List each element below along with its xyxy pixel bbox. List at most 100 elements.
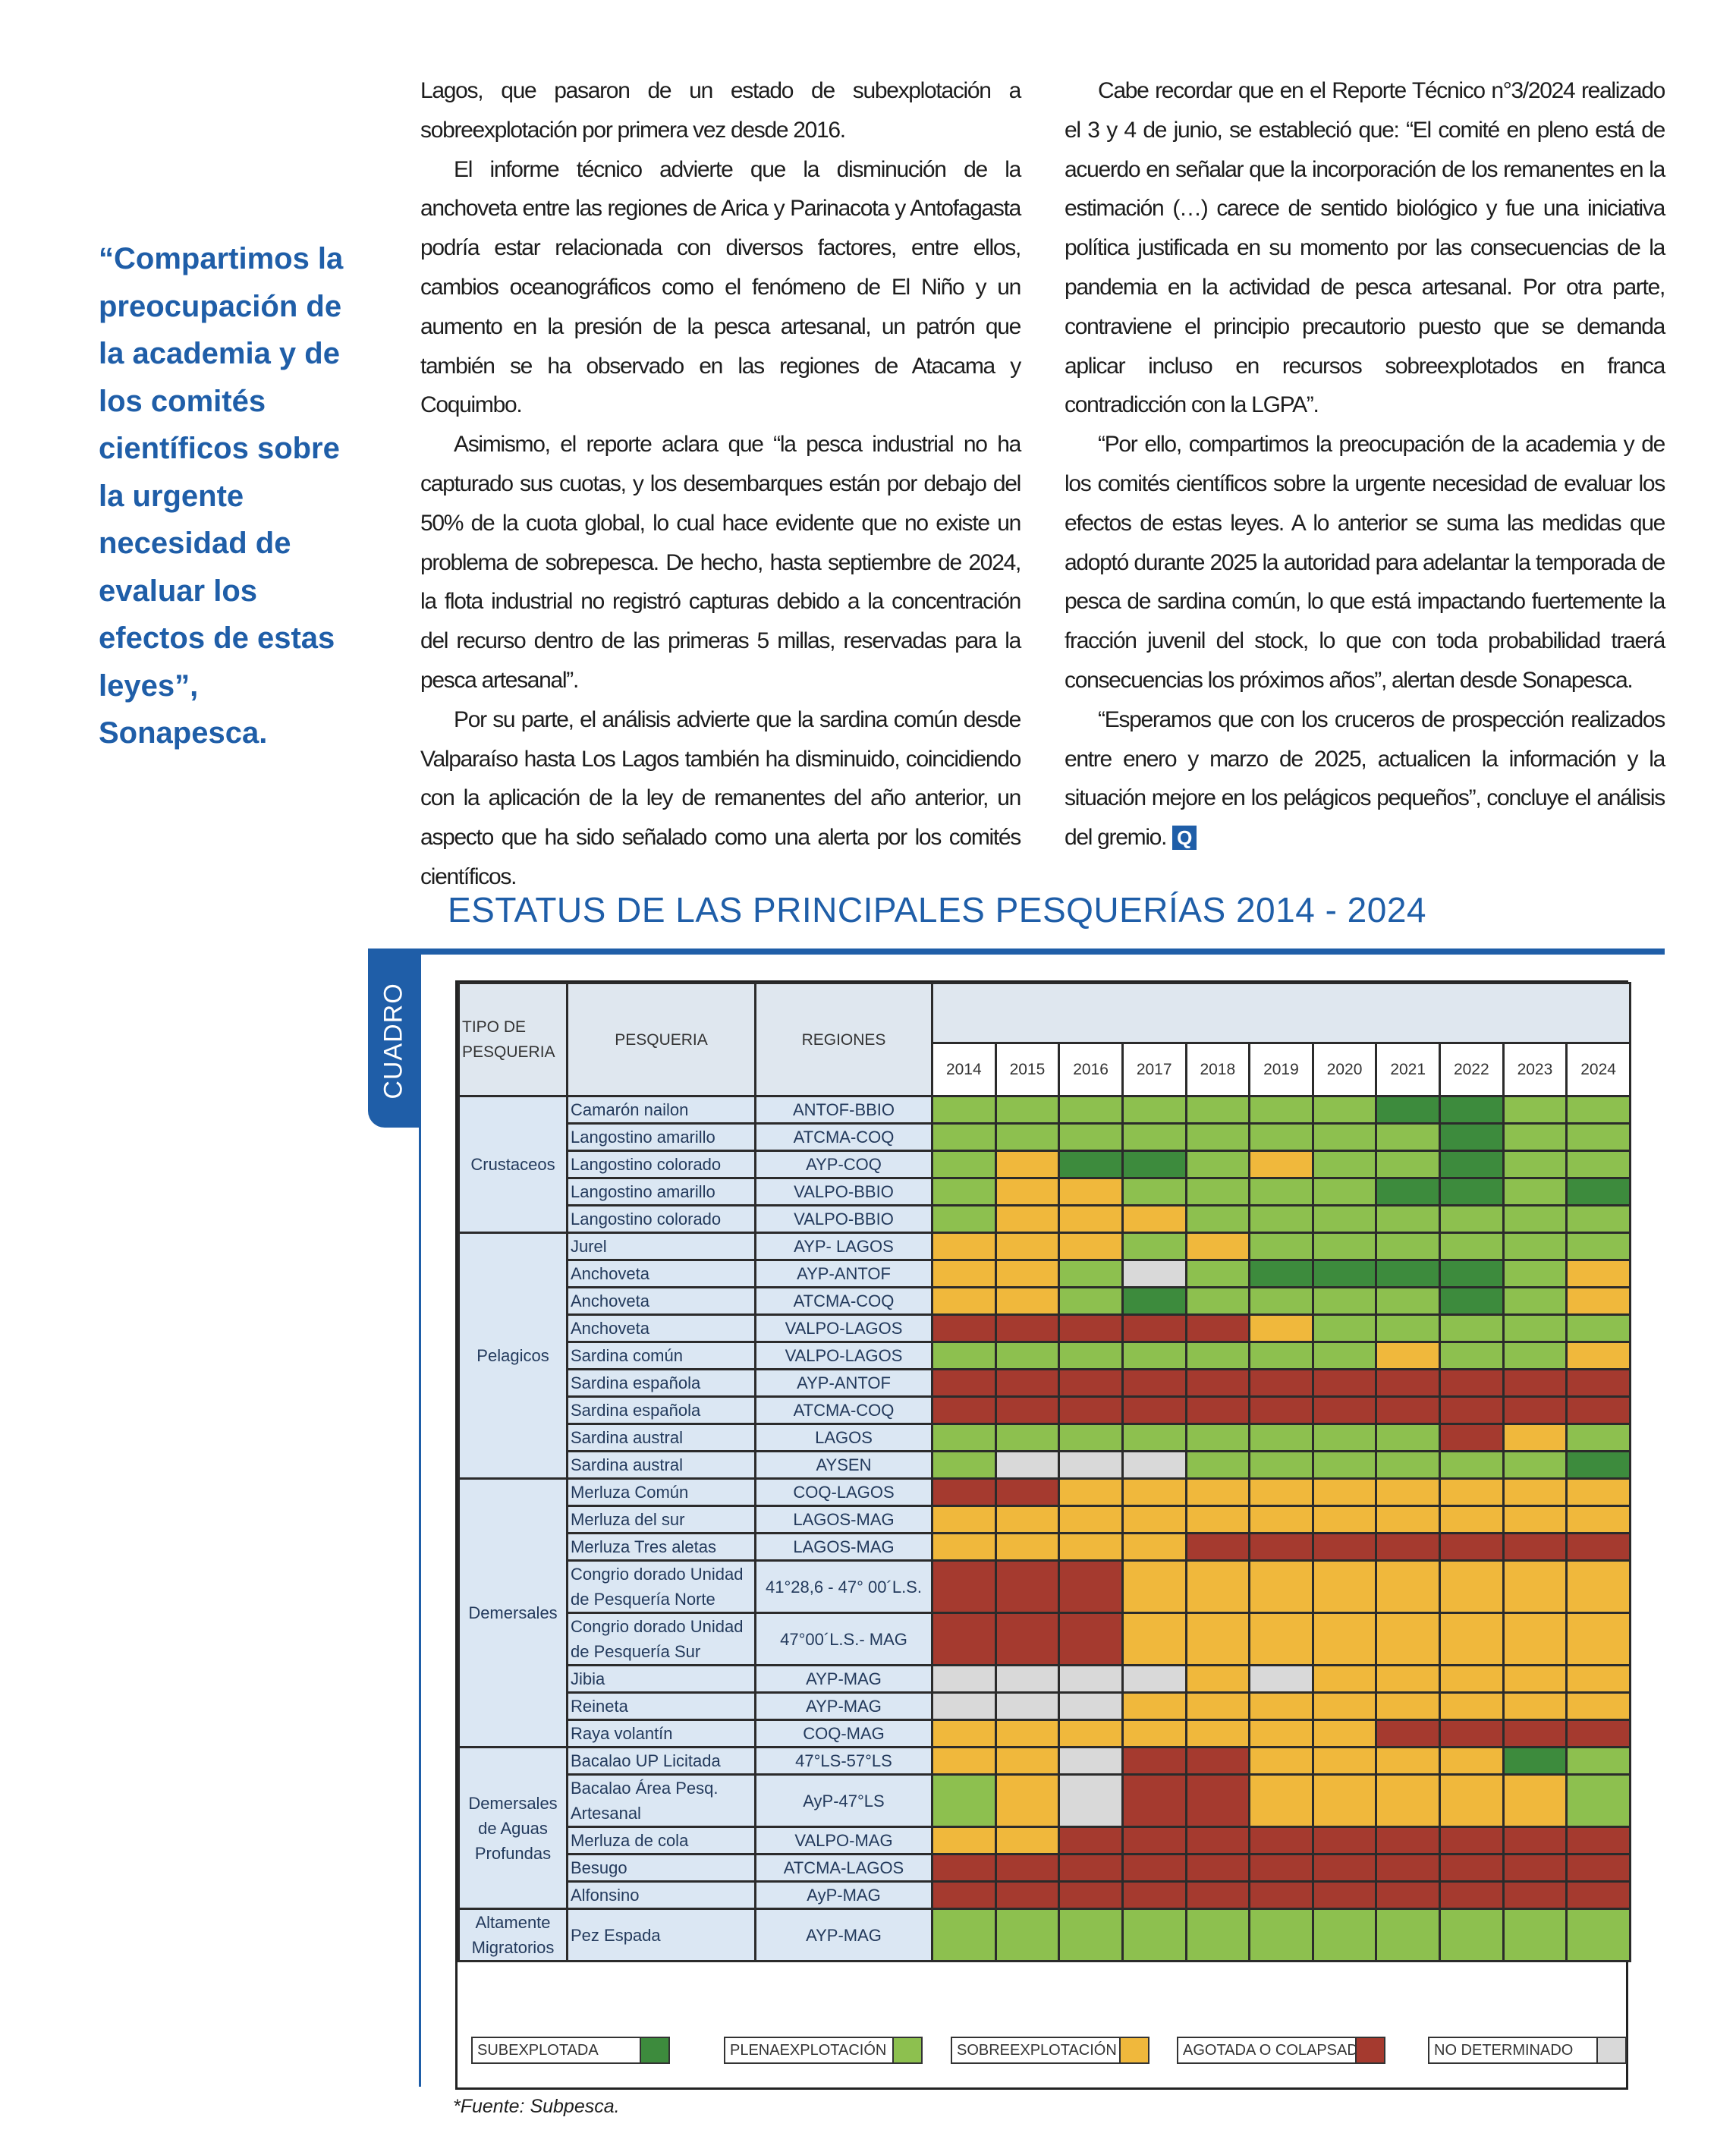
status-cell bbox=[1375, 1150, 1441, 1179]
status-cell bbox=[1311, 1532, 1378, 1562]
legend-item: AGOTADA O COLAPSADA bbox=[1177, 2037, 1385, 2064]
status-cell bbox=[1502, 1908, 1568, 1962]
header-blank bbox=[931, 982, 1631, 1044]
status-cell bbox=[1439, 1423, 1505, 1452]
status-cell bbox=[1502, 1880, 1568, 1910]
status-cell bbox=[1502, 1532, 1568, 1562]
fishery-name: Sardina española bbox=[566, 1368, 756, 1398]
status-cell bbox=[1121, 1612, 1187, 1666]
status-cell bbox=[1121, 1880, 1187, 1910]
status-cell bbox=[931, 1477, 997, 1507]
status-cell bbox=[1248, 1341, 1314, 1370]
status-cell bbox=[1311, 1908, 1378, 1962]
status-cell bbox=[1311, 1368, 1378, 1398]
status-cell bbox=[1375, 1719, 1441, 1748]
status-cell bbox=[1565, 1204, 1631, 1234]
status-cell bbox=[1565, 1423, 1631, 1452]
region: VALPO-MAG bbox=[754, 1826, 933, 1855]
fishery-row: Bacalao Área Pesq. Artesanal AyP-47°LS bbox=[459, 1773, 1631, 1828]
status-cell bbox=[1502, 1559, 1568, 1614]
status-cell bbox=[1375, 1773, 1441, 1828]
status-cell bbox=[931, 1150, 997, 1179]
status-cell bbox=[1121, 1122, 1187, 1152]
status-cell bbox=[1184, 1177, 1251, 1206]
legend-swatch bbox=[640, 2038, 668, 2062]
status-cell bbox=[1121, 1532, 1187, 1562]
paragraph: Por su parte, el análisis advierte que l… bbox=[420, 706, 1021, 889]
status-cell bbox=[931, 1204, 997, 1234]
status-cell bbox=[1248, 1286, 1314, 1316]
status-cell bbox=[1184, 1559, 1251, 1614]
status-cell bbox=[1375, 1664, 1441, 1694]
status-cell bbox=[1184, 1826, 1251, 1855]
status-cell bbox=[1058, 1746, 1124, 1776]
status-cell bbox=[1058, 1368, 1124, 1398]
fishery-row: Anchoveta AYP-ANTOF bbox=[459, 1259, 1631, 1288]
status-cell bbox=[1311, 1313, 1378, 1343]
status-cell bbox=[994, 1691, 1061, 1721]
legend-swatch bbox=[1119, 2038, 1148, 2062]
status-cell bbox=[1375, 1313, 1441, 1343]
region: ATCMA-COQ bbox=[754, 1122, 933, 1152]
status-cell bbox=[994, 1313, 1061, 1343]
region: AYP-MAG bbox=[754, 1908, 933, 1962]
legend-item: SOBREEXPLOTACIÓN bbox=[951, 2037, 1149, 2064]
region: AyP-47°LS bbox=[754, 1773, 933, 1828]
status-cell bbox=[1121, 1177, 1187, 1206]
fishery-name: Raya volantín bbox=[566, 1719, 756, 1748]
fishery-row: Altamente Migratorios Pez Espada AYP-MAG bbox=[458, 1908, 1631, 1962]
figure-tab: CUADRO bbox=[368, 955, 420, 1128]
status-cell bbox=[1058, 1664, 1124, 1694]
status-cell bbox=[1058, 1853, 1124, 1883]
status-cell bbox=[994, 1395, 1061, 1425]
status-cell bbox=[1058, 1908, 1124, 1962]
status-cell bbox=[1375, 1204, 1441, 1234]
status-cell bbox=[994, 1095, 1061, 1125]
paragraph: Cabe recordar que en el Reporte Técnico … bbox=[1065, 78, 1665, 418]
status-cell bbox=[1439, 1773, 1505, 1828]
status-cell bbox=[1439, 1826, 1505, 1855]
region: AYP- LAGOS bbox=[754, 1232, 933, 1261]
status-cell bbox=[1439, 1095, 1505, 1125]
fishery-name: Congrio dorado Unidad de Pesquería Sur bbox=[566, 1612, 756, 1666]
status-cell bbox=[1121, 1259, 1187, 1288]
year-header: 2015 bbox=[994, 1041, 1061, 1098]
status-cell bbox=[1439, 1746, 1505, 1776]
fishery-name: Camarón nailon bbox=[566, 1095, 756, 1125]
status-cell bbox=[1058, 1122, 1124, 1152]
status-cell bbox=[1184, 1395, 1251, 1425]
fishery-row: Sardina austral LAGOS bbox=[459, 1423, 1631, 1452]
status-cell bbox=[1184, 1880, 1251, 1910]
status-cell bbox=[1439, 1505, 1505, 1534]
fishery-name: Anchoveta bbox=[566, 1286, 756, 1316]
region: AYP-COQ bbox=[754, 1150, 933, 1179]
status-cell bbox=[1375, 1450, 1441, 1480]
fishery-name: Merluza Tres aletas bbox=[566, 1532, 756, 1562]
header-regions: REGIONES bbox=[754, 982, 933, 1097]
status-cell bbox=[1248, 1532, 1314, 1562]
end-mark: Q bbox=[1172, 826, 1197, 851]
status-cell bbox=[1248, 1368, 1314, 1398]
status-cell bbox=[1121, 1395, 1187, 1425]
tab-label: CUADRO bbox=[379, 983, 408, 1100]
status-cell bbox=[994, 1826, 1061, 1855]
fishery-name: Besugo bbox=[566, 1853, 756, 1883]
status-cell bbox=[1311, 1719, 1378, 1748]
status-cell bbox=[1375, 1532, 1441, 1562]
status-cell bbox=[1248, 1259, 1314, 1288]
fishery-name: Anchoveta bbox=[566, 1259, 756, 1288]
fishery-row: Anchoveta VALPO-LAGOS bbox=[459, 1313, 1631, 1343]
status-cell bbox=[994, 1450, 1061, 1480]
status-cell bbox=[1565, 1122, 1631, 1152]
region: VALPO-BBIO bbox=[754, 1177, 933, 1206]
status-cell bbox=[994, 1664, 1061, 1694]
status-cell bbox=[1248, 1612, 1314, 1666]
status-cell bbox=[1311, 1095, 1378, 1125]
status-cell bbox=[931, 1395, 997, 1425]
status-cell bbox=[994, 1505, 1061, 1534]
status-cell bbox=[994, 1880, 1061, 1910]
status-cell bbox=[1439, 1612, 1505, 1666]
status-cell bbox=[1184, 1286, 1251, 1316]
status-cell bbox=[1439, 1122, 1505, 1152]
